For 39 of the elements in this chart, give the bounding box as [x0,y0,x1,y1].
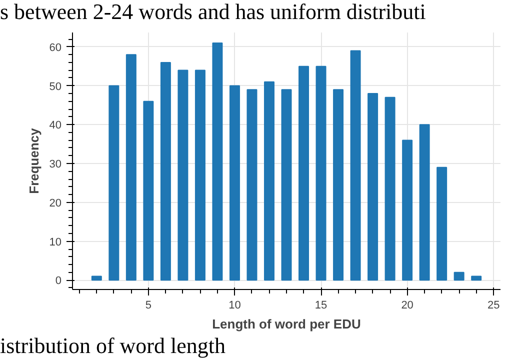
x-tick-label: 20 [401,300,414,312]
bar [368,93,378,281]
y-tick-label: 40 [49,120,62,132]
bar [108,85,120,281]
bar [194,70,206,281]
bar [454,272,464,281]
x-tick-label: 15 [314,300,328,312]
text: istribution of word length [0,333,226,358]
bar [333,89,344,281]
bar [246,89,258,281]
bar [229,85,240,281]
bar [281,89,292,281]
text: s between 2-24 words and has uniform distributi [0,0,426,24]
bar [264,81,274,281]
bar [471,276,482,281]
x-axis-title: Length of word per EDU [212,316,361,332]
bar [91,276,102,281]
bar [419,124,430,281]
bar [436,166,448,281]
bar [384,96,396,281]
bar [160,62,171,281]
bar [126,54,136,281]
y-tick-label: 10 [49,236,62,248]
y-tick-label: 0 [55,275,62,288]
bar [350,50,361,281]
bar [402,140,413,281]
bar [143,100,154,281]
bar [316,66,326,281]
x-tick-label: 10 [228,300,241,312]
y-tick-label: 20 [49,197,62,210]
bar [212,42,223,281]
y-tick-label: 30 [49,158,62,171]
y-tick-label: 50 [49,80,62,93]
x-tick-label: 5 [145,300,152,312]
y-axis-title: Frequency [26,127,42,194]
y-tick-label: 60 [49,42,62,54]
x-tick-label: 25 [487,300,500,312]
bar [178,70,188,281]
bar [298,66,310,281]
